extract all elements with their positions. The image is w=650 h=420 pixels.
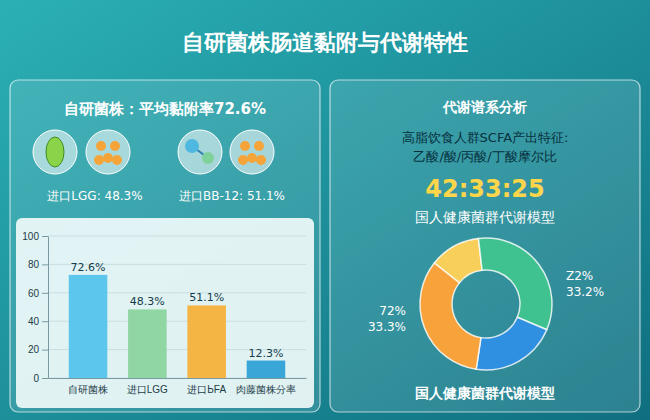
y-tick: 80 (28, 259, 48, 270)
icon (33, 130, 77, 174)
data-label: 12.3% (248, 347, 283, 360)
slice-label: 33.2% (566, 285, 604, 299)
left-panel (10, 80, 320, 412)
icon-shape (103, 153, 113, 163)
ratio: 42:33:25 (425, 175, 544, 203)
badge-label: 进口BB-12: 51.1% (179, 189, 285, 203)
bar (69, 275, 108, 378)
chart-box (16, 218, 314, 408)
slice (476, 317, 547, 370)
model-title: 国人健康菌群代谢模型 (415, 209, 555, 225)
subtitle-line: 高脂饮食人群SCFA产出特征: (402, 130, 569, 145)
x-tick: 肉藤菌株分率 (236, 378, 296, 395)
slice-label: 33.3% (368, 320, 406, 334)
y-tick: 40 (28, 316, 48, 327)
x-tick-label: 进口LGG (127, 384, 168, 395)
data-label: 51.1% (189, 291, 224, 304)
slice (478, 238, 552, 330)
y-tick-label: 40 (28, 316, 40, 327)
icon-shape (256, 155, 266, 165)
y-tick-label: 0 (33, 373, 39, 384)
icon (230, 130, 274, 174)
data-label: 48.3% (130, 295, 165, 308)
slice-labels: Z2% 33.2% 72% 33.3% (368, 269, 604, 334)
icon-shape (96, 141, 106, 151)
icon-bg (33, 130, 77, 174)
bars (69, 275, 285, 378)
grid (48, 236, 306, 378)
page-title: 自研菌株肠道黏附与代谢特性 (182, 30, 468, 55)
chart-title: 国人健康菌群代谢模型 (415, 385, 555, 401)
x-axis: 自研菌株 进口LGG 进口ЬFA 肉藤菌株分率 (49, 378, 307, 395)
x-tick: 进口LGG (127, 378, 168, 395)
icon-shape (46, 137, 64, 167)
bar (187, 305, 226, 378)
x-tick: 自研菌株 (68, 378, 108, 395)
y-tick-mark (42, 293, 48, 294)
icon-shape (240, 141, 250, 151)
icon-shape (254, 141, 264, 151)
y-tick-label: 100 (22, 231, 39, 242)
slice (420, 263, 481, 369)
background (0, 0, 650, 420)
icon-shape (110, 141, 120, 151)
bar (247, 361, 286, 378)
y-tick: 60 (28, 288, 48, 299)
y-axis-line (48, 237, 49, 379)
icon-shape (202, 152, 214, 164)
icon-bg (178, 130, 222, 174)
y-axis: 0 20 40 60 80 100 (22, 231, 48, 384)
page: 自研菌株肠道黏附与代谢特性自研菌株：平均黏附率72.6% 进口LGG: 48.3%… (0, 0, 650, 420)
slice-note: Z2% (566, 269, 593, 283)
icon-bg (86, 130, 130, 174)
right-panel (330, 80, 640, 412)
icon-shape (238, 155, 248, 165)
panel-title: 代谢谱系分析 (442, 99, 527, 115)
data-label: 72.6% (71, 261, 106, 274)
y-tick-mark (42, 350, 48, 351)
icon (178, 130, 222, 174)
icon-shape (112, 155, 122, 165)
y-tick-mark (42, 378, 48, 379)
y-tick: 0 (33, 373, 48, 384)
slice-note: 72% (379, 304, 406, 318)
icon-shape (185, 139, 199, 153)
y-tick-label: 60 (28, 288, 40, 299)
y-tick-mark (42, 236, 48, 237)
x-tick-label: 肉藤菌株分率 (236, 384, 296, 395)
y-tick-mark (42, 321, 48, 322)
y-tick-mark (42, 264, 48, 265)
x-tick-label: 进口ЬFA (187, 384, 226, 395)
panel-title: 自研菌株：平均黏附率72.6% (64, 100, 266, 118)
y-tick-label: 80 (28, 259, 40, 270)
icon-shape (247, 153, 257, 163)
y-tick-label: 20 (28, 344, 40, 355)
subtitle-line: 乙酸/酸/丙酸/丁酸摩尔比 (413, 149, 556, 164)
bar (128, 309, 167, 378)
icon (86, 130, 130, 174)
x-tick: 进口ЬFA (187, 378, 226, 395)
icon-shape (94, 155, 104, 165)
x-tick-label: 自研菌株 (68, 384, 108, 395)
donut (420, 238, 552, 370)
icon-bg (230, 130, 274, 174)
y-tick: 20 (28, 344, 48, 355)
grid-line (48, 236, 306, 237)
data-labels: 72.6% 48.3% 51.1% 12.3% (71, 261, 284, 360)
y-tick: 100 (22, 231, 48, 242)
x-axis-line (49, 378, 307, 379)
badge-label: 进口LGG: 48.3% (47, 189, 142, 203)
